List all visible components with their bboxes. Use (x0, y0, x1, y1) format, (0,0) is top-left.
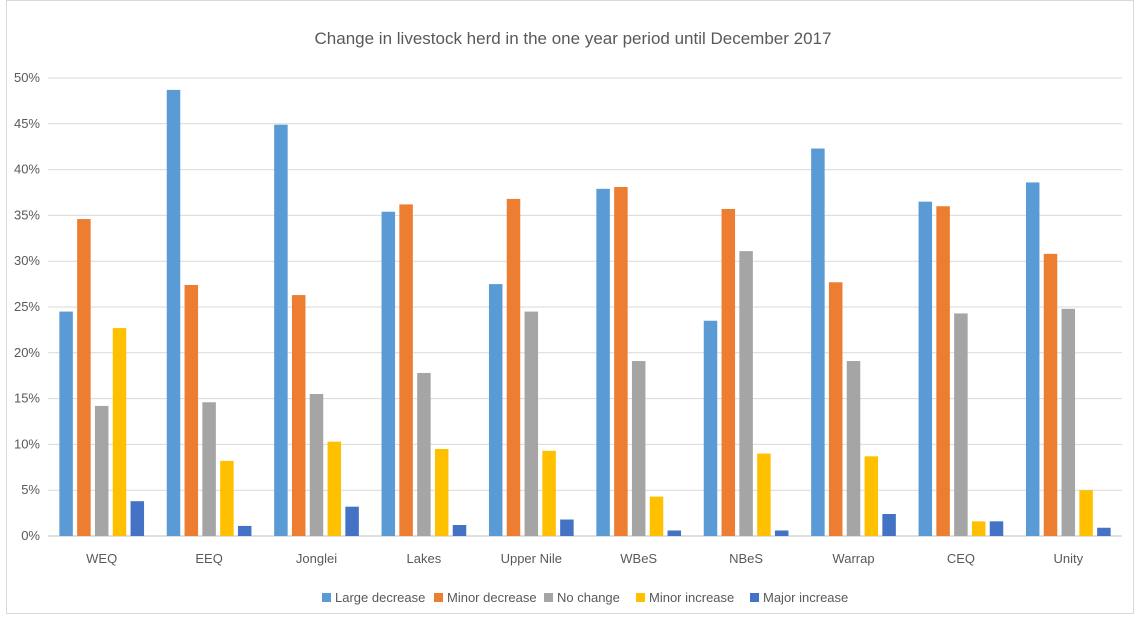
legend-swatch (322, 593, 331, 602)
bar-unity-no-change (1061, 308, 1076, 536)
bar-unity-minor-increase (1079, 490, 1093, 536)
bar-weq-no-change (94, 405, 109, 536)
bar-wbes-major-increase (667, 530, 682, 536)
x-tick-label: WEQ (86, 551, 117, 566)
bar-nbes-minor-increase (757, 453, 771, 536)
y-tick-label: 10% (14, 436, 40, 451)
x-tick-label: Upper Nile (501, 551, 562, 566)
bar-upper-nile-large-decrease (488, 284, 503, 536)
bar-eeq-large-decrease (166, 89, 181, 537)
x-axis: WEQ EEQ Jonglei Lakes Upper Nile WBeS NBeS Warr… (86, 551, 1083, 566)
legend-label: Large decrease (335, 590, 425, 605)
x-tick-label: CEQ (947, 551, 975, 566)
bars (59, 89, 1111, 537)
bar-eeq-major-increase (237, 525, 252, 536)
y-tick-label: 50% (14, 70, 40, 85)
bar-wbes-large-decrease (596, 188, 610, 536)
bar-unity-minor-decrease (1043, 253, 1058, 536)
x-tick-label: EEQ (195, 551, 222, 566)
bar-ceq-major-increase (989, 521, 1004, 536)
bar-unity-large-decrease (1025, 182, 1040, 536)
legend-label: Minor increase (649, 590, 734, 605)
bar-wbes-no-change (631, 361, 646, 536)
bar-weq-major-increase (130, 501, 145, 536)
bar-jonglei-minor-decrease (291, 295, 306, 536)
bar-jonglei-large-decrease (274, 124, 288, 536)
legend-swatch (636, 593, 645, 602)
y-tick-label: 35% (14, 207, 40, 222)
x-tick-label: Unity (1053, 551, 1083, 566)
bar-weq-minor-increase (112, 328, 127, 536)
legend-swatch (750, 593, 759, 602)
bar-eeq-minor-increase (220, 460, 234, 536)
bar-jonglei-major-increase (345, 506, 359, 536)
legend-label: No change (557, 590, 620, 605)
y-tick-label: 15% (14, 391, 40, 406)
bar-lakes-no-change (417, 372, 431, 536)
y-axis: 0% 5% 10% 15% 20% 25% 30% 35% 40% 45% 50% (14, 70, 40, 543)
bar-jonglei-minor-increase (327, 441, 342, 536)
x-tick-label: Jonglei (296, 551, 337, 566)
bar-wbes-minor-decrease (614, 187, 628, 536)
bar-lakes-large-decrease (381, 211, 396, 536)
y-tick-label: 0% (21, 528, 40, 543)
bar-nbes-minor-decrease (721, 208, 736, 536)
bar-jonglei-no-change (309, 394, 324, 536)
bar-eeq-minor-decrease (184, 285, 199, 536)
legend-swatch (544, 593, 553, 602)
bar-warrap-no-change (846, 361, 861, 536)
bar-lakes-major-increase (452, 525, 467, 536)
bar-warrap-minor-increase (864, 456, 879, 536)
legend: Large decrease Minor decrease No change Min… (322, 590, 848, 605)
bar-upper-nile-major-increase (560, 519, 574, 536)
legend-swatch (434, 593, 443, 602)
bar-lakes-minor-decrease (399, 204, 413, 536)
bar-weq-large-decrease (59, 311, 73, 536)
bar-upper-nile-minor-decrease (506, 198, 521, 537)
y-tick-label: 40% (14, 162, 40, 177)
bar-wbes-minor-increase (649, 496, 664, 536)
bar-warrap-major-increase (882, 514, 896, 536)
bar-unity-major-increase (1097, 527, 1111, 536)
bar-warrap-large-decrease (811, 148, 825, 537)
x-tick-label: WBeS (620, 551, 657, 566)
bar-warrap-minor-decrease (828, 282, 843, 536)
legend-label: Major increase (763, 590, 848, 605)
x-tick-label: Warrap (832, 551, 874, 566)
legend-label: Minor decrease (447, 590, 537, 605)
x-tick-label: Lakes (407, 551, 442, 566)
bar-ceq-minor-decrease (936, 206, 950, 537)
bar-ceq-minor-increase (971, 521, 986, 536)
bar-ceq-large-decrease (918, 201, 933, 536)
x-tick-label: NBeS (729, 551, 763, 566)
bar-nbes-no-change (739, 251, 753, 536)
chart-title: Change in livestock herd in the one year… (315, 29, 832, 48)
bar-upper-nile-no-change (524, 311, 539, 536)
bar-lakes-minor-increase (434, 448, 449, 536)
bar-eeq-no-change (202, 402, 216, 536)
y-tick-label: 30% (14, 253, 40, 268)
y-tick-label: 5% (21, 482, 40, 497)
bar-upper-nile-minor-increase (542, 450, 556, 536)
y-tick-label: 45% (14, 116, 40, 131)
bar-nbes-major-increase (774, 530, 789, 536)
bar-ceq-no-change (954, 313, 968, 536)
y-tick-label: 25% (14, 299, 40, 314)
y-tick-label: 20% (14, 345, 40, 360)
bar-nbes-large-decrease (703, 320, 718, 536)
bar-weq-minor-decrease (77, 219, 91, 536)
